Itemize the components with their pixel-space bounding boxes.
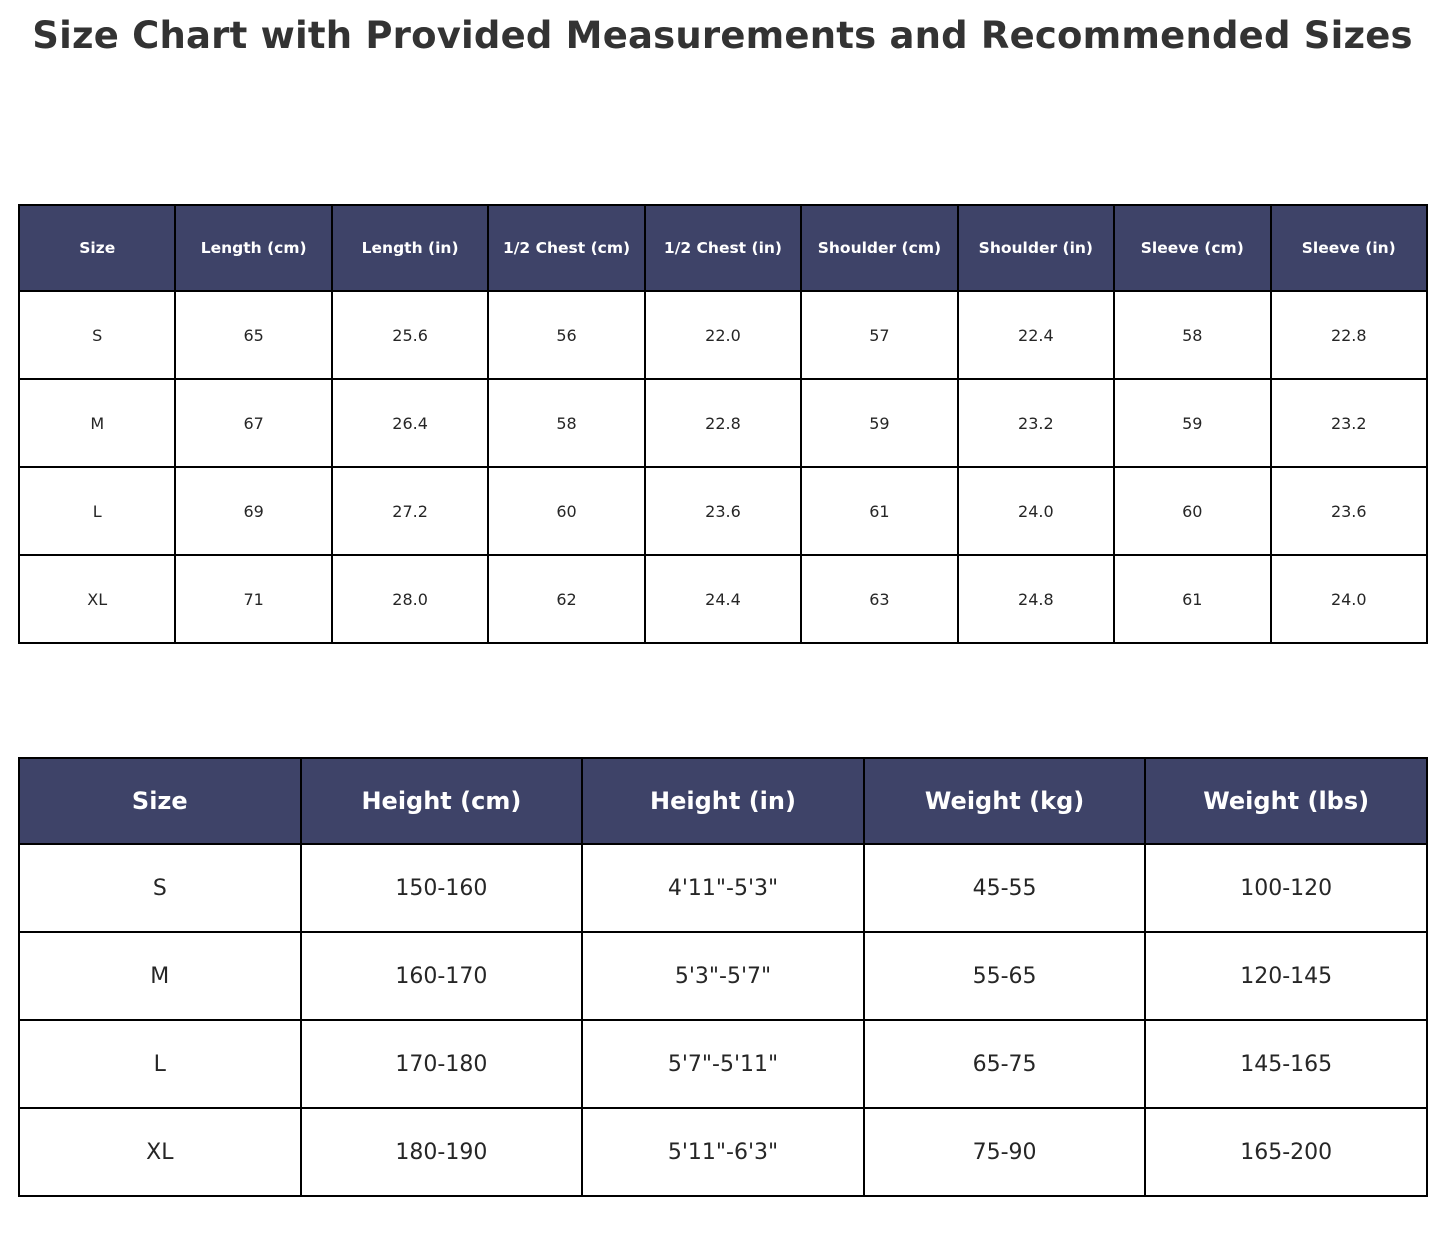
table-row: XL 71 28.0 62 24.4 63 24.8 61 24.0	[17, 554, 1428, 644]
value-cell: 24.8	[956, 554, 1116, 644]
recommendation-header-row: Size Height (cm) Height (in) Weight (kg) Wei…	[18, 757, 1428, 845]
value-cell: 120-145	[1144, 931, 1428, 1021]
value-cell: 59	[1113, 378, 1272, 468]
value-cell: 25.6	[330, 290, 490, 380]
value-cell: 23.6	[1269, 466, 1428, 556]
value-cell: 59	[800, 378, 959, 468]
column-header: Length (in)	[330, 204, 490, 292]
value-cell: 69	[174, 466, 333, 556]
column-header: 1/2 Chest (in)	[643, 204, 803, 292]
value-cell: 5'3"-5'7"	[581, 931, 865, 1021]
column-header: Size	[17, 204, 177, 292]
value-cell: 24.0	[956, 466, 1116, 556]
size-cell: S	[18, 843, 302, 933]
column-header: Size	[18, 757, 302, 845]
value-cell: 5'11"-6'3"	[581, 1107, 865, 1197]
table-row: M 160-170 5'3"-5'7" 55-65 120-145	[18, 931, 1428, 1021]
garment-measurements-table: Size Length (cm) Length (in) 1/2 Chest (cm)…	[17, 204, 1428, 644]
value-cell: 58	[487, 378, 646, 468]
value-cell: 55-65	[862, 931, 1147, 1021]
column-header: Sleeve (cm)	[1113, 204, 1272, 292]
table-row: M 67 26.4 58 22.8 59 23.2 59 23.2	[17, 378, 1428, 468]
size-cell: M	[17, 378, 177, 468]
value-cell: 22.8	[1269, 290, 1428, 380]
value-cell: 23.6	[643, 466, 803, 556]
table-row: L 69 27.2 60 23.6 61 24.0 60 23.6	[17, 466, 1428, 556]
measurements-header-row: Size Length (cm) Length (in) 1/2 Chest (cm)…	[17, 204, 1428, 292]
value-cell: 5'7"-5'11"	[581, 1019, 865, 1109]
column-header: Height (cm)	[299, 757, 584, 845]
column-header: Weight (lbs)	[1144, 757, 1428, 845]
value-cell: 62	[487, 554, 646, 644]
value-cell: 57	[800, 290, 959, 380]
table-row: L 170-180 5'7"-5'11" 65-75 145-165	[18, 1019, 1428, 1109]
value-cell: 63	[800, 554, 959, 644]
page-title: Size Chart with Provided Measurements an…	[32, 14, 1413, 57]
column-header: Shoulder (in)	[956, 204, 1116, 292]
value-cell: 100-120	[1144, 843, 1428, 933]
column-header: Height (in)	[581, 757, 865, 845]
value-cell: 65	[174, 290, 333, 380]
value-cell: 23.2	[1269, 378, 1428, 468]
table-row: XL 180-190 5'11"-6'3" 75-90 165-200	[18, 1107, 1428, 1197]
value-cell: 60	[1113, 466, 1272, 556]
column-header: Sleeve (in)	[1269, 204, 1428, 292]
table-row: S 150-160 4'11"-5'3" 45-55 100-120	[18, 843, 1428, 933]
value-cell: 58	[1113, 290, 1272, 380]
value-cell: 24.0	[1269, 554, 1428, 644]
value-cell: 22.4	[956, 290, 1116, 380]
size-cell: XL	[17, 554, 177, 644]
value-cell: 27.2	[330, 466, 490, 556]
value-cell: 26.4	[330, 378, 490, 468]
column-header: Shoulder (cm)	[800, 204, 959, 292]
column-header: Weight (kg)	[862, 757, 1147, 845]
value-cell: 22.8	[643, 378, 803, 468]
size-cell: L	[17, 466, 177, 556]
size-cell: L	[18, 1019, 302, 1109]
size-cell: XL	[18, 1107, 302, 1197]
value-cell: 165-200	[1144, 1107, 1428, 1197]
recommendation-table-body: S 150-160 4'11"-5'3" 45-55 100-120 M 160-170 5'…	[18, 843, 1428, 1197]
value-cell: 150-160	[299, 843, 584, 933]
measurements-table-body: S 65 25.6 56 22.0 57 22.4 58 22.8 M 67 26.4 58 22.8 59…	[17, 290, 1428, 644]
value-cell: 75-90	[862, 1107, 1147, 1197]
value-cell: 65-75	[862, 1019, 1147, 1109]
value-cell: 61	[800, 466, 959, 556]
value-cell: 67	[174, 378, 333, 468]
size-cell: S	[17, 290, 177, 380]
value-cell: 4'11"-5'3"	[581, 843, 865, 933]
value-cell: 160-170	[299, 931, 584, 1021]
value-cell: 56	[487, 290, 646, 380]
value-cell: 45-55	[862, 843, 1147, 933]
value-cell: 61	[1113, 554, 1272, 644]
value-cell: 23.2	[956, 378, 1116, 468]
value-cell: 22.0	[643, 290, 803, 380]
value-cell: 24.4	[643, 554, 803, 644]
column-header: 1/2 Chest (cm)	[487, 204, 646, 292]
value-cell: 170-180	[299, 1019, 584, 1109]
column-header: Length (cm)	[174, 204, 333, 292]
value-cell: 71	[174, 554, 333, 644]
value-cell: 180-190	[299, 1107, 584, 1197]
recommended-sizes-table: Size Height (cm) Height (in) Weight (kg) Wei…	[18, 757, 1428, 1197]
table-row: S 65 25.6 56 22.0 57 22.4 58 22.8	[17, 290, 1428, 380]
size-cell: M	[18, 931, 302, 1021]
value-cell: 145-165	[1144, 1019, 1428, 1109]
value-cell: 28.0	[330, 554, 490, 644]
value-cell: 60	[487, 466, 646, 556]
